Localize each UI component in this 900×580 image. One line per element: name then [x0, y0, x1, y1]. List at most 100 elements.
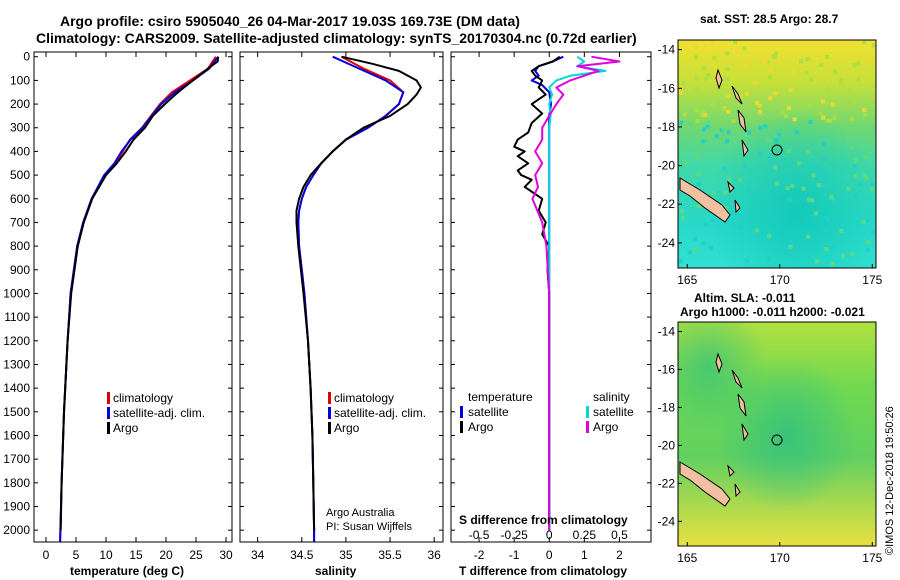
sst-pixel [842, 221, 846, 225]
legend-swatch-climatology [328, 392, 331, 404]
map-y-tick-label: -22 [658, 476, 676, 490]
sst-map-title: sat. SST: 28.5 Argo: 28.7 [700, 12, 839, 26]
depth-tick-label: 1300 [3, 357, 30, 371]
sst-pixel [712, 55, 717, 60]
sst-pixel [786, 106, 791, 111]
sst-pixel [801, 186, 806, 191]
sst-pixel [679, 209, 684, 214]
map-y-tick-label: -24 [658, 514, 676, 528]
depth-tick-label: 1000 [3, 286, 30, 300]
credit-line-2: PI: Susan Wijffels [326, 521, 412, 533]
x-tick-label: 36 [427, 548, 441, 562]
sst-pixel [704, 76, 709, 81]
sst-pixel [774, 133, 779, 138]
legend-swatch-satellite [328, 407, 331, 419]
sst-pixel [790, 183, 795, 188]
sst-pixel [825, 86, 830, 91]
sst-pixel [862, 40, 867, 45]
sst-pixel [678, 90, 683, 95]
sst-pixel [795, 130, 799, 134]
legend-temperature-title: temperature [468, 390, 533, 404]
sst-pixel [796, 126, 801, 131]
sst-pixel [814, 211, 818, 216]
sst-pixel [679, 120, 684, 125]
sst-pixel [865, 247, 870, 252]
depth-tick-label: 400 [10, 144, 30, 158]
sst-pixel [863, 112, 868, 117]
sst-pixel [821, 142, 826, 147]
sst-pixel [800, 123, 805, 127]
sst-pixel [850, 252, 855, 257]
sst-pixel [856, 61, 861, 66]
sst-pixel [784, 114, 789, 118]
sst-pixel [701, 241, 706, 246]
sst-pixel [745, 258, 750, 263]
sst-pixel [786, 149, 791, 154]
legend-climatology: climatology [334, 391, 394, 405]
map-y-tick-label: -16 [658, 81, 676, 95]
sst-pixel [852, 164, 857, 169]
sst-pixel [689, 97, 693, 102]
sst-pixel [696, 172, 701, 177]
sst-pixel [822, 158, 827, 163]
sst-pixel [738, 177, 743, 182]
sst-pixel [821, 115, 826, 120]
sst-pixel [737, 46, 741, 51]
sst-pixel [825, 170, 830, 175]
sst-pixel-noise [678, 40, 876, 266]
sst-pixel [744, 63, 748, 68]
sst-pixel [775, 181, 780, 186]
sla-map-title-2: Argo h1000: -0.011 h2000: -0.021 [680, 305, 865, 319]
sst-pixel [737, 94, 742, 99]
sst-map-axes: 165 170 175 -14 -16 -18 -20 -22 -24 [658, 43, 883, 287]
sst-pixel [693, 44, 698, 49]
sst-pixel [839, 80, 844, 84]
sst-pixel [864, 155, 869, 160]
credit-line-1: Argo Australia [326, 507, 395, 519]
sst-pixel [858, 182, 863, 187]
sst-pixel [773, 91, 778, 96]
sst-pixel [821, 99, 825, 104]
sst-pixel [806, 234, 811, 239]
sst-pixel [678, 85, 683, 90]
difference-xlabel: T difference from climatology [459, 564, 627, 578]
sst-map-frame [677, 39, 877, 269]
map-y-tick-label: -18 [658, 120, 676, 134]
sst-pixel [705, 124, 710, 129]
sst-pixel [854, 174, 859, 179]
sst-pixel [781, 158, 786, 163]
sst-map: 165 170 175 -14 -16 -18 -20 -22 -24 [658, 39, 883, 287]
x-tick-label: 5 [73, 548, 80, 562]
sst-pixel [823, 243, 828, 247]
sst-pixel [725, 67, 730, 72]
sst-pixel [758, 110, 762, 114]
sst-pixel [814, 259, 819, 264]
sst-pixel [788, 244, 793, 249]
sst-pixel [695, 140, 700, 145]
sst-pixel [723, 205, 728, 210]
difference-legend: temperature satellite Argo salinity sate… [459, 390, 634, 527]
sst-pixel [722, 107, 727, 112]
sst-pixel [847, 88, 852, 93]
depth-tick-label: 1600 [3, 428, 30, 442]
sst-pixel [691, 133, 696, 138]
sst-pixel [678, 259, 683, 264]
sst-pixel [785, 186, 790, 191]
map-y-tick-label: -20 [658, 438, 676, 452]
s-tick-label: -0.25 [500, 528, 528, 542]
sst-pixel [693, 236, 698, 241]
sst-pixel [683, 160, 688, 165]
sst-pixel [767, 155, 772, 160]
sst-pixel [788, 88, 793, 93]
new-caledonia-island [679, 177, 731, 223]
depth-tick-label: 100 [10, 73, 30, 87]
sst-pixel [754, 228, 759, 233]
sst-pixel [753, 81, 758, 86]
sst-pixel [774, 139, 779, 144]
difference-panel [450, 51, 652, 543]
sst-pixel [797, 161, 802, 165]
sst-pixel [694, 87, 699, 92]
legend-swatch-argo [107, 422, 110, 434]
sst-pixel [862, 108, 867, 112]
series-line-argo [295, 55, 422, 531]
